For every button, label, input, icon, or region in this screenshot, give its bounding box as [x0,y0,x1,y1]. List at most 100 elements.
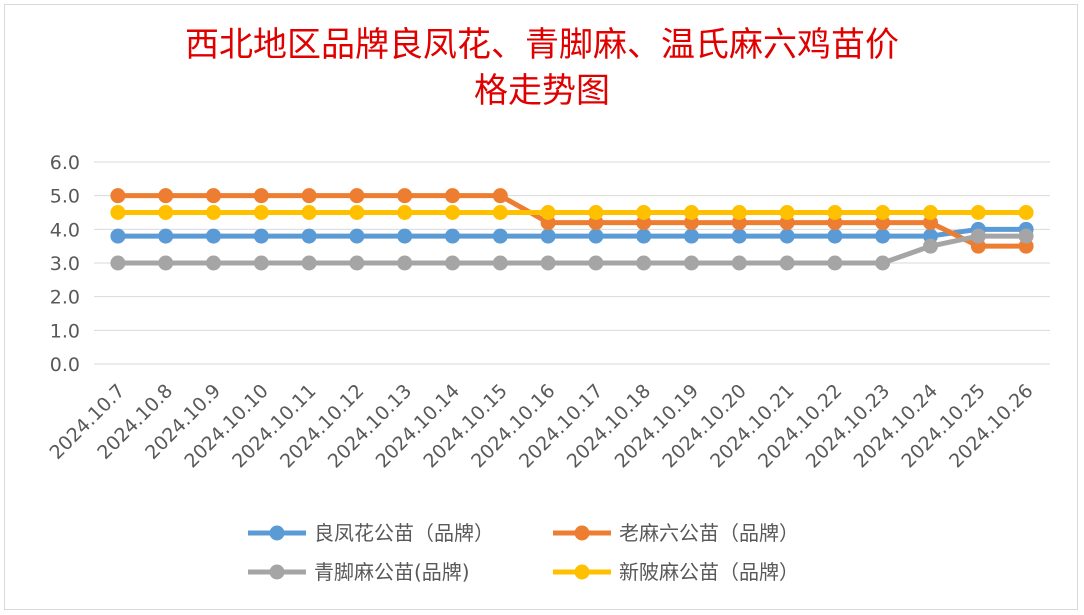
legend-item: 良凤花公苗（品牌） [248,521,494,545]
legend-label: 新陂麻公苗（品牌） [619,560,799,584]
data-point [875,228,891,244]
legend-marker [574,525,590,541]
data-point [731,205,747,220]
y-tick-label: 3.0 [50,253,80,275]
series-lines [110,188,1034,271]
legend-label: 良凤花公苗（品牌） [314,521,494,545]
chart-frame [4,4,1078,610]
legend-marker [269,525,285,541]
data-point [110,228,126,244]
data-point [206,228,221,244]
chart-title: 西北地区品牌良凤花、青脚麻、温氏麻六鸡苗价 格走势图 [0,22,1084,114]
legend: 良凤花公苗（品牌） 老麻六公苗（品牌） 青脚麻公苗(品牌) 新陂麻公苗（品牌） [248,521,799,584]
x-axis-ticks: 2024.10.72024.10.82024.10.92024.10.10202… [45,380,1037,472]
data-point [110,205,126,220]
data-point [731,255,747,271]
data-point [301,205,317,220]
series-2 [110,188,1034,254]
data-point [349,188,365,204]
data-point [540,205,556,220]
data-point [923,238,938,254]
data-point [349,228,365,244]
data-point [158,188,174,204]
data-point [158,228,174,244]
data-point [158,205,174,220]
y-tick-label: 1.0 [50,320,80,342]
data-point [684,228,699,244]
data-point [540,228,556,244]
y-tick-label: 4.0 [50,219,80,241]
data-point [349,205,365,220]
data-point [301,255,317,271]
data-point [445,188,460,204]
data-point [636,205,652,220]
data-point [253,205,269,220]
data-point [492,205,508,220]
data-point [779,228,795,244]
data-point [827,228,843,244]
data-point [970,228,986,244]
data-point [301,188,317,204]
y-axis-ticks: 0.0 1.0 2.0 3.0 4.0 5.0 6.0 [50,152,80,376]
chart-title-line-2: 格走势图 [474,71,610,111]
data-point [445,228,460,244]
data-point [875,255,891,271]
legend-label: 青脚麻公苗(品牌) [314,560,470,584]
data-point [397,188,413,204]
data-point [206,255,221,271]
data-point [684,255,699,271]
series-line [115,233,1029,266]
data-point [110,255,126,271]
data-point [397,255,413,271]
series-4 [110,205,1034,220]
data-point [970,205,986,220]
data-point [301,228,317,244]
data-point [684,205,699,220]
data-point [492,255,508,271]
data-point [827,255,843,271]
data-point [445,205,460,220]
data-point [492,228,508,244]
data-point [636,228,652,244]
data-point [397,228,413,244]
legend-marker [574,564,590,580]
series-3 [110,228,1034,271]
data-point [445,255,460,271]
data-point [110,188,126,204]
y-tick-label: 6.0 [50,152,80,174]
legend-item: 老麻六公苗（品牌） [553,521,799,545]
data-point [540,255,556,271]
data-point [588,255,604,271]
data-point [779,205,795,220]
data-point [1018,228,1034,244]
data-point [731,228,747,244]
legend-label: 老麻六公苗（品牌） [619,521,799,545]
series-line [115,226,1029,239]
data-point [827,205,843,220]
data-point [923,205,938,220]
data-point [779,255,795,271]
y-tick-label: 0.0 [50,354,80,376]
data-point [588,205,604,220]
data-point [875,205,891,220]
y-tick-label: 5.0 [50,186,80,208]
legend-item: 新陂麻公苗（品牌） [553,560,799,584]
data-point [158,255,174,271]
chart-title-line-1: 西北地区品牌良凤花、青脚麻、温氏麻六鸡苗价 [185,25,899,65]
series-line [115,193,1029,249]
legend-item: 青脚麻公苗(品牌) [248,560,470,584]
data-point [253,228,269,244]
y-tick-label: 2.0 [50,287,80,309]
data-point [397,205,413,220]
data-point [636,255,652,271]
data-point [206,205,221,220]
data-point [349,255,365,271]
data-point [253,255,269,271]
data-point [1018,205,1034,220]
legend-marker [269,564,285,580]
data-point [206,188,221,204]
data-point [588,228,604,244]
data-point [492,188,508,204]
data-point [253,188,269,204]
